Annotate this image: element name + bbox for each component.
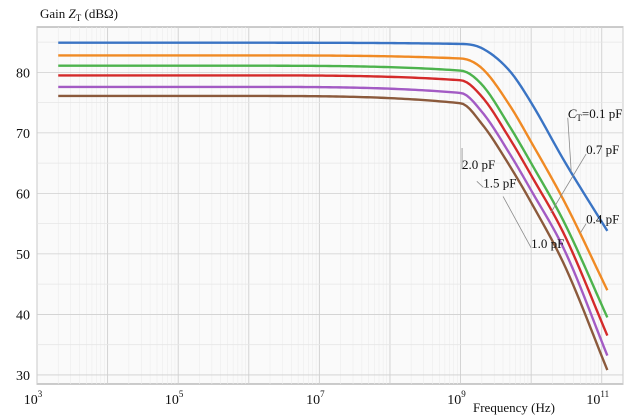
y-tick-label: 40 — [16, 308, 30, 323]
y-tick-label: 80 — [16, 66, 30, 81]
plot-area — [36, 26, 624, 385]
series-line-0-4-pF — [58, 54, 609, 291]
x-axis-title: Frequency (Hz) — [473, 400, 555, 415]
series-label: CT=0.1 pF — [568, 106, 623, 123]
leader-line — [502, 196, 532, 249]
series-line-2-0-pF — [58, 94, 609, 371]
x-tick-label: 109 — [447, 389, 466, 408]
y-tick-labels: 30 40 50 60 70 80 — [16, 66, 30, 384]
series-label: 0.4 pF — [586, 212, 619, 227]
x-tick-label: 1011 — [586, 389, 609, 408]
y-tick-label: 60 — [16, 187, 30, 202]
series-line-0-7-pF — [58, 64, 609, 318]
series-lines — [58, 41, 609, 371]
series-label: 2.0 pF — [462, 157, 495, 172]
leader-line — [476, 181, 484, 188]
series-line-1-0-pF — [58, 74, 609, 337]
y-tick-label: 70 — [16, 127, 30, 142]
x-tick-label: 105 — [165, 389, 184, 408]
x-tick-label: 107 — [306, 389, 325, 408]
series-line-0-1-pF — [58, 41, 609, 232]
series-label: 0.7 pF — [586, 142, 619, 157]
series-line-1-5-pF — [58, 85, 609, 357]
series-label: 1.0 pF — [531, 236, 564, 251]
curve-annotations: CT=0.1 pF 0.4 pF 0.7 pF 1.0 pF 1.5 pF 2.0 pF — [461, 106, 623, 251]
series-label: 1.5 pF — [483, 175, 516, 190]
leader-line — [567, 117, 572, 173]
y-axis-title: Gain ZT (dBΩ) — [40, 6, 118, 23]
x-tick-label: 103 — [24, 389, 43, 408]
leader-line — [550, 153, 587, 213]
leader-line — [580, 223, 587, 233]
y-tick-label: 50 — [16, 248, 30, 263]
y-tick-label: 30 — [16, 369, 30, 384]
x-tick-labels: 103 105 107 109 1011 — [24, 389, 609, 408]
